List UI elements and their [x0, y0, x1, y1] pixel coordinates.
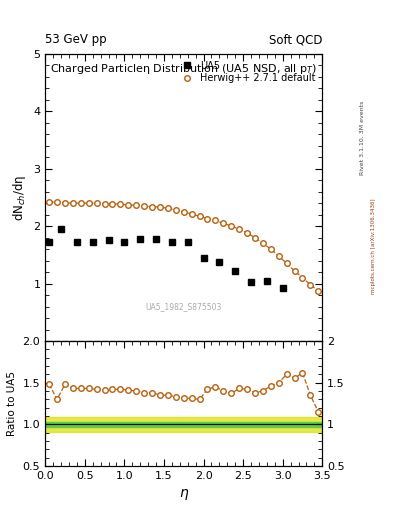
Herwig++ 2.7.1 default — [221, 220, 226, 226]
Text: Charged Particleη Distribution (UA5 NSD, all p$_{T}$): Charged Particleη Distribution (UA5 NSD,… — [50, 62, 318, 76]
UA5 — [185, 239, 190, 245]
Line: Herwig++ 2.7.1 default: Herwig++ 2.7.1 default — [46, 199, 321, 294]
Legend: UA5, Herwig++ 2.7.1 default: UA5, Herwig++ 2.7.1 default — [176, 58, 318, 86]
Herwig++ 2.7.1 default — [79, 200, 83, 206]
Herwig++ 2.7.1 default — [118, 201, 123, 207]
UA5 — [154, 236, 158, 242]
Herwig++ 2.7.1 default — [237, 226, 241, 232]
Herwig++ 2.7.1 default — [47, 199, 51, 205]
Herwig++ 2.7.1 default — [173, 207, 178, 213]
Herwig++ 2.7.1 default — [158, 204, 162, 210]
Herwig++ 2.7.1 default — [62, 200, 67, 206]
UA5 — [280, 285, 285, 291]
Line: UA5: UA5 — [46, 225, 286, 292]
Herwig++ 2.7.1 default — [189, 211, 194, 217]
UA5 — [138, 236, 143, 242]
Herwig++ 2.7.1 default — [86, 200, 91, 206]
Herwig++ 2.7.1 default — [205, 216, 210, 222]
Herwig++ 2.7.1 default — [150, 203, 154, 209]
Herwig++ 2.7.1 default — [110, 201, 115, 207]
Text: Soft QCD: Soft QCD — [269, 33, 322, 46]
Herwig++ 2.7.1 default — [94, 200, 99, 206]
Y-axis label: dN$_{ch}$/dη: dN$_{ch}$/dη — [11, 174, 28, 221]
UA5 — [169, 239, 174, 245]
Herwig++ 2.7.1 default — [197, 214, 202, 220]
UA5 — [47, 239, 51, 245]
UA5 — [90, 239, 95, 245]
Herwig++ 2.7.1 default — [261, 240, 265, 246]
Herwig++ 2.7.1 default — [134, 202, 139, 208]
Herwig++ 2.7.1 default — [253, 234, 257, 241]
Herwig++ 2.7.1 default — [300, 275, 305, 281]
UA5 — [75, 239, 79, 245]
Herwig++ 2.7.1 default — [182, 209, 186, 215]
UA5 — [233, 268, 237, 274]
Herwig++ 2.7.1 default — [71, 200, 75, 206]
Text: Rivet 3.1.10, 3M events: Rivet 3.1.10, 3M events — [360, 101, 365, 176]
Herwig++ 2.7.1 default — [268, 246, 273, 252]
Text: UA5_1982_S875503: UA5_1982_S875503 — [145, 302, 222, 311]
Herwig++ 2.7.1 default — [102, 201, 107, 207]
UA5 — [106, 238, 111, 244]
Text: 53 GeV pp: 53 GeV pp — [45, 33, 107, 46]
UA5 — [264, 278, 269, 284]
Herwig++ 2.7.1 default — [292, 268, 297, 274]
Herwig++ 2.7.1 default — [213, 217, 218, 223]
UA5 — [217, 259, 222, 265]
UA5 — [59, 226, 63, 232]
Herwig++ 2.7.1 default — [276, 253, 281, 259]
Herwig++ 2.7.1 default — [229, 223, 233, 229]
Herwig++ 2.7.1 default — [55, 199, 59, 205]
Y-axis label: Ratio to UA5: Ratio to UA5 — [7, 371, 17, 436]
Herwig++ 2.7.1 default — [126, 202, 131, 208]
Herwig++ 2.7.1 default — [308, 282, 313, 288]
Text: mcplots.cern.ch [arXiv:1306.3436]: mcplots.cern.ch [arXiv:1306.3436] — [371, 198, 376, 293]
Herwig++ 2.7.1 default — [165, 205, 170, 211]
UA5 — [201, 254, 206, 261]
UA5 — [249, 280, 253, 286]
Herwig++ 2.7.1 default — [142, 203, 147, 209]
Herwig++ 2.7.1 default — [316, 288, 321, 294]
Herwig++ 2.7.1 default — [284, 261, 289, 267]
X-axis label: η: η — [179, 486, 188, 500]
UA5 — [122, 239, 127, 245]
Herwig++ 2.7.1 default — [245, 230, 250, 236]
